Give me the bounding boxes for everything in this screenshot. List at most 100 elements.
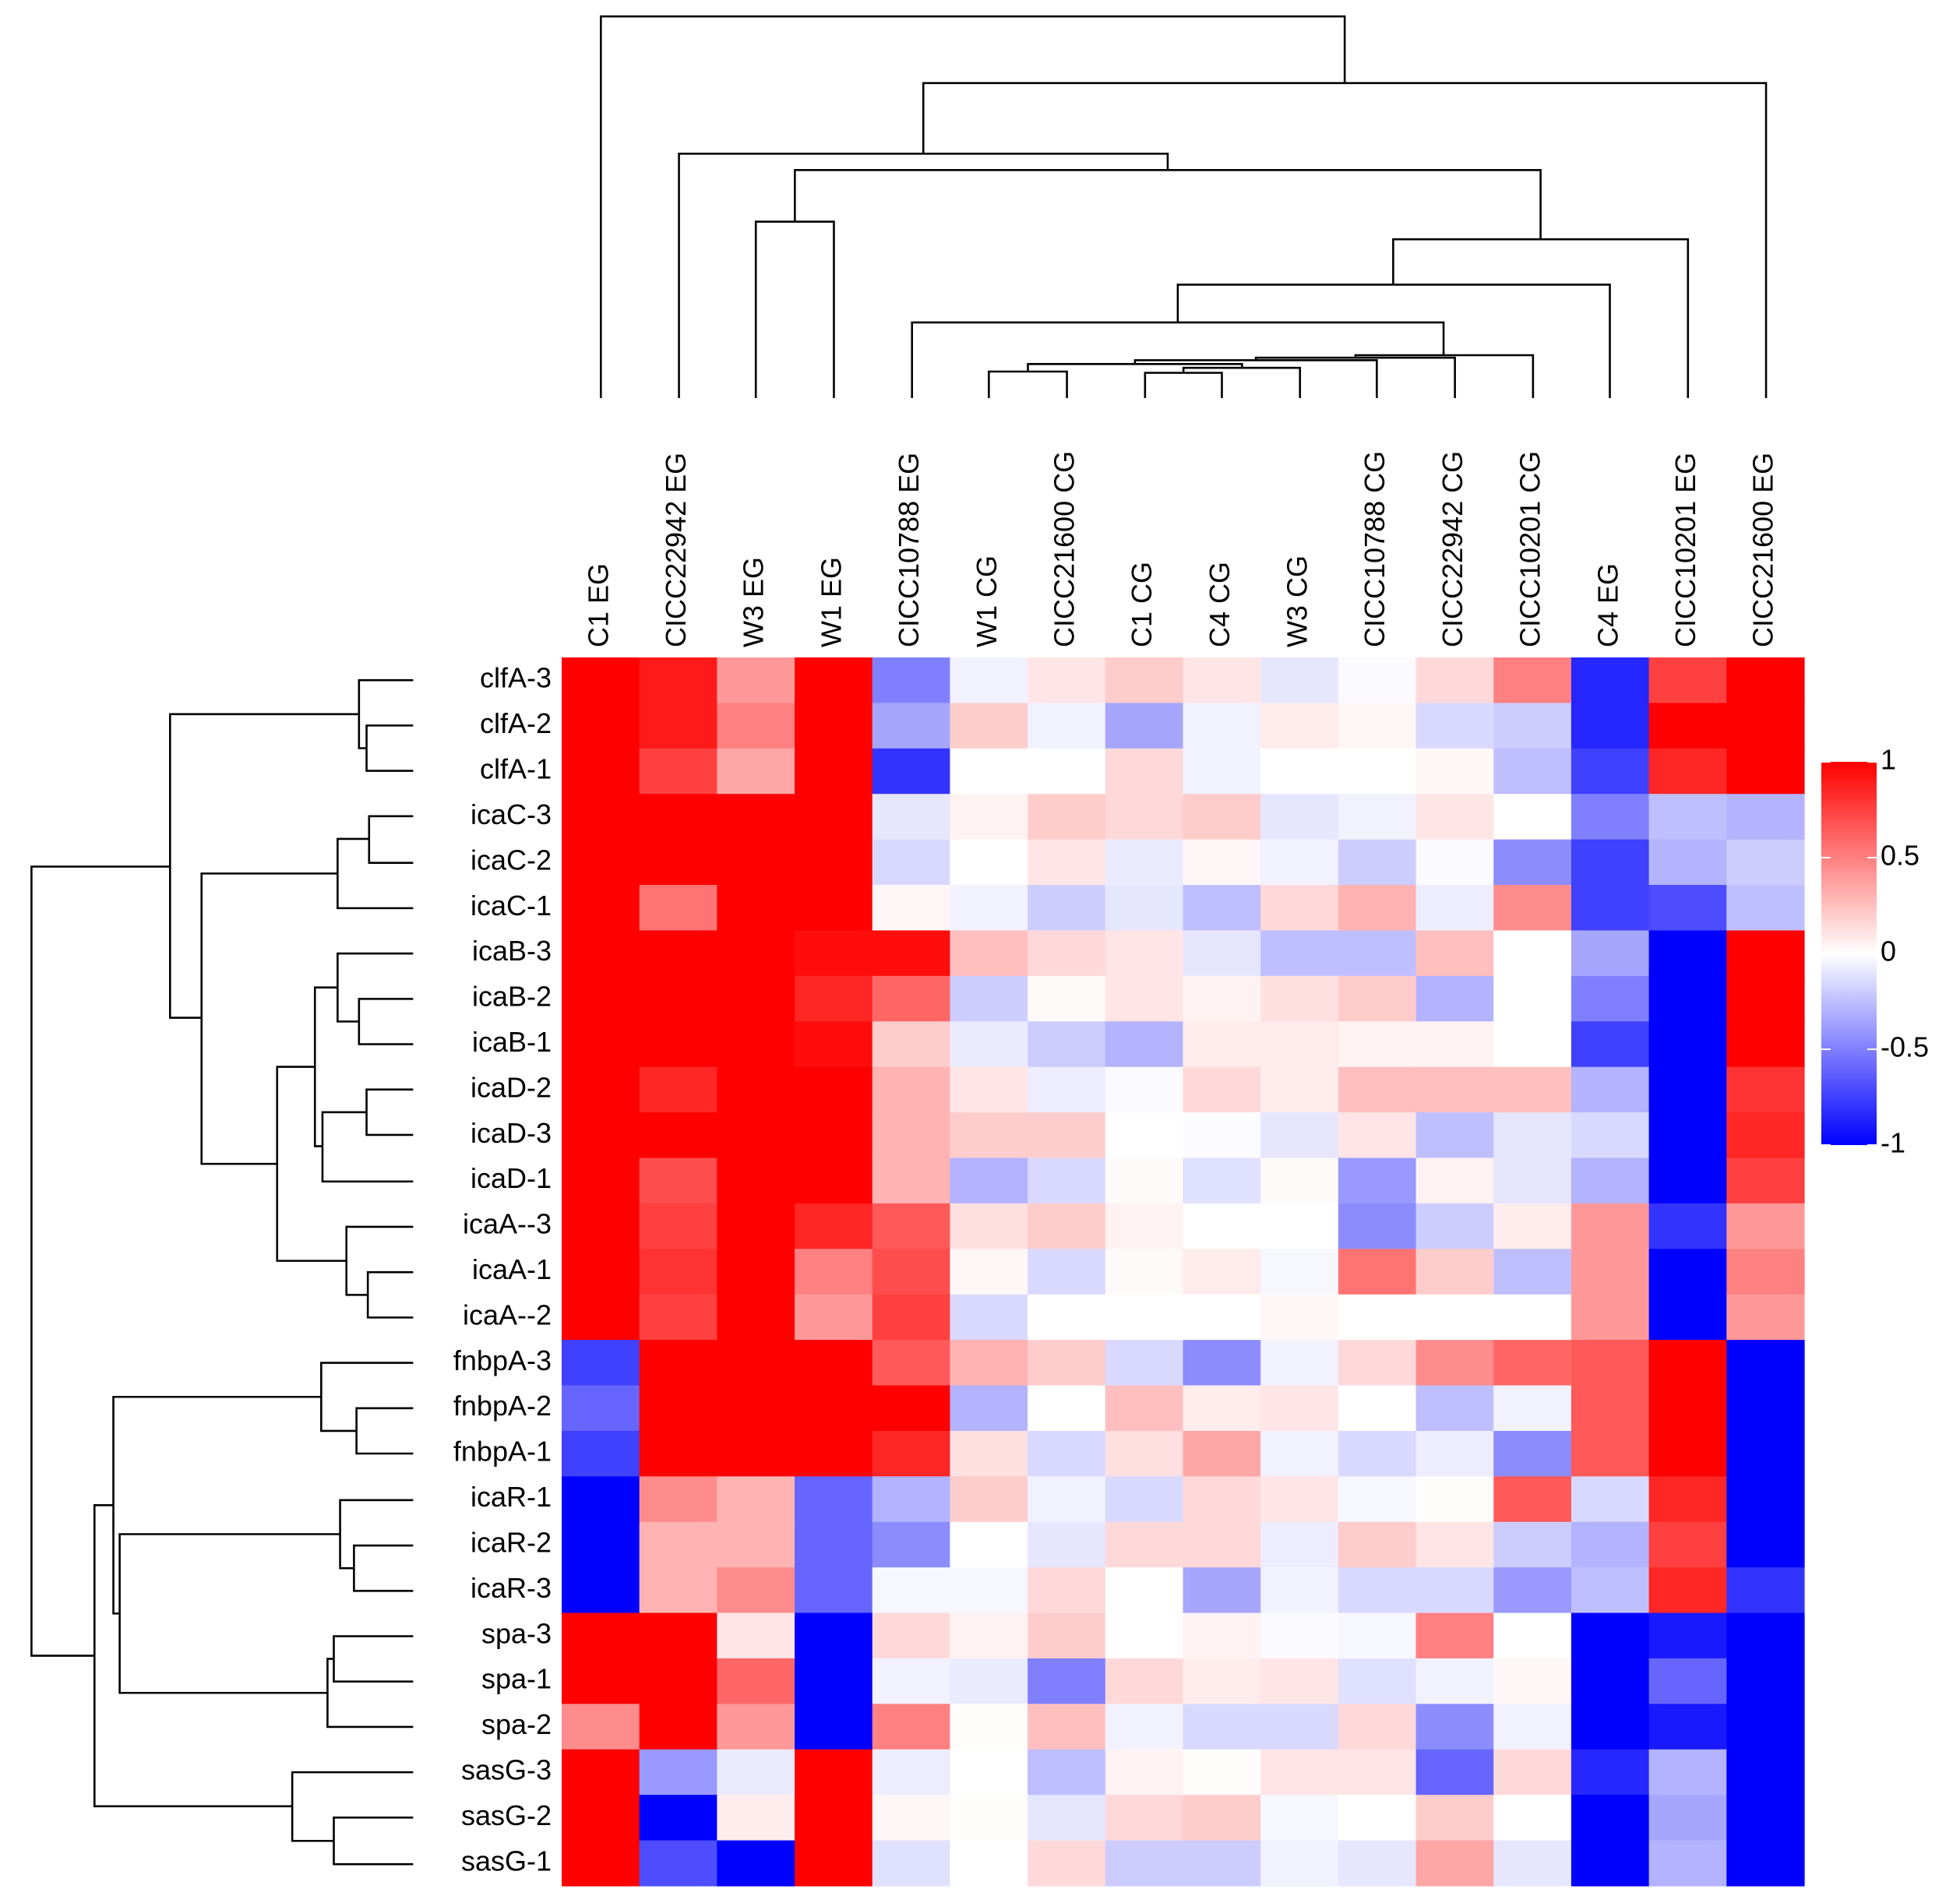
heatmap-cell xyxy=(639,1476,717,1523)
heatmap-cell xyxy=(950,1340,1028,1387)
heatmap-cell xyxy=(562,1567,640,1614)
heatmap-cell xyxy=(1338,794,1417,840)
heatmap-cell xyxy=(795,657,873,704)
heatmap-cell xyxy=(872,1795,951,1841)
heatmap-cell xyxy=(1105,1203,1184,1249)
heatmap-cell xyxy=(1105,1294,1184,1341)
heatmap-cell xyxy=(795,1749,873,1796)
heatmap-cell xyxy=(1570,748,1650,795)
heatmap-cell xyxy=(717,657,795,704)
heatmap-cell xyxy=(795,1249,873,1295)
heatmap-cell xyxy=(1493,930,1572,977)
heatmap-cell xyxy=(795,1795,873,1841)
heatmap-cell xyxy=(639,1340,717,1387)
heatmap-cell xyxy=(1105,1567,1184,1614)
heatmap-cell xyxy=(1493,885,1572,932)
column-label: W3 EG xyxy=(738,557,770,647)
heatmap-cell xyxy=(639,1249,717,1295)
row-label: spa-3 xyxy=(481,1617,552,1649)
heatmap-cell xyxy=(950,1294,1028,1341)
heatmap-cell xyxy=(717,1385,795,1432)
heatmap-cell xyxy=(1415,657,1494,704)
heatmap-cell xyxy=(1726,885,1805,932)
heatmap-cell xyxy=(1028,1021,1106,1068)
heatmap-cell xyxy=(1648,1430,1727,1477)
heatmap-cell xyxy=(1493,657,1572,704)
heatmap-cell xyxy=(872,1340,951,1387)
heatmap-cell xyxy=(795,1294,873,1341)
heatmap-cell xyxy=(562,1385,640,1432)
heatmap-cell xyxy=(1338,930,1417,977)
heatmap-cell xyxy=(872,839,951,886)
heatmap-cell xyxy=(1338,1704,1417,1750)
heatmap-cell xyxy=(1028,1294,1106,1341)
heatmap-cell xyxy=(639,748,717,795)
heatmap-cell xyxy=(1570,1294,1650,1341)
column-label: C4 CG xyxy=(1204,562,1236,647)
heatmap-cell xyxy=(1105,748,1184,795)
heatmap-cell xyxy=(1415,930,1494,977)
dendrograms xyxy=(30,15,1768,1866)
heatmap-cell xyxy=(639,1840,717,1887)
heatmap-cell xyxy=(1105,1658,1184,1704)
row-label: clfA-2 xyxy=(480,707,552,739)
heatmap-cell xyxy=(1648,1521,1727,1568)
heatmap-cell xyxy=(950,657,1028,704)
heatmap-cell xyxy=(1105,1112,1184,1159)
heatmap-cell xyxy=(872,1430,951,1477)
heatmap-cell xyxy=(1105,1340,1184,1387)
column-label: CICC21600 CG xyxy=(1048,451,1080,647)
heatmap-cell xyxy=(1028,1158,1106,1204)
heatmap-cell xyxy=(1260,1430,1339,1477)
heatmap-cell xyxy=(562,1112,640,1159)
heatmap-cell xyxy=(1183,1021,1261,1068)
heatmap-cell xyxy=(717,1476,795,1523)
heatmap-cell xyxy=(717,1021,795,1068)
heatmap-cell xyxy=(562,703,640,749)
heatmap-cell xyxy=(1260,1066,1339,1113)
column-label: CICC10201 EG xyxy=(1669,453,1701,647)
heatmap-cell xyxy=(1493,1658,1572,1704)
heatmap-cell xyxy=(1183,1158,1261,1204)
heatmap-cell xyxy=(1183,1385,1261,1432)
heatmap-cell xyxy=(562,1203,640,1249)
heatmap-cell xyxy=(1570,1840,1650,1887)
heatmap-cell xyxy=(1648,1158,1727,1204)
heatmap-cell xyxy=(1183,1249,1261,1295)
heatmap-cell xyxy=(795,1840,873,1887)
heatmap-cell xyxy=(795,748,873,795)
heatmap-cell xyxy=(1338,1430,1417,1477)
heatmap-cell xyxy=(639,930,717,977)
heatmap-cell xyxy=(872,1521,951,1568)
heatmap-cell xyxy=(795,1704,873,1750)
heatmap-cell xyxy=(1105,703,1184,749)
heatmap-cell xyxy=(562,748,640,795)
heatmap-cell xyxy=(1105,794,1184,840)
heatmap-cell xyxy=(717,1521,795,1568)
heatmap-cell xyxy=(1570,1112,1650,1159)
heatmap-cell xyxy=(950,1521,1028,1568)
heatmap-cell xyxy=(1648,1749,1727,1796)
heatmap-cell xyxy=(1260,1612,1339,1659)
heatmap-cell xyxy=(1183,657,1261,704)
heatmap-cell xyxy=(1570,1430,1650,1477)
column-label: CICC21600 EG xyxy=(1747,453,1779,647)
heatmap-cell xyxy=(1183,1795,1261,1841)
column-label: CICC22942 EG xyxy=(660,453,692,647)
heatmap-cell xyxy=(872,794,951,840)
row-label: sasG-1 xyxy=(461,1845,552,1877)
heatmap-cell xyxy=(1183,703,1261,749)
heatmap-cell xyxy=(1648,1340,1727,1387)
heatmap-cell xyxy=(1726,1066,1805,1113)
heatmap-cell xyxy=(562,930,640,977)
heatmap-cell xyxy=(1493,1840,1572,1887)
heatmap-cell xyxy=(1415,1612,1494,1659)
heatmap-cell xyxy=(1105,1476,1184,1523)
heatmap-cell xyxy=(1260,975,1339,1022)
heatmap-cell xyxy=(1415,1567,1494,1614)
row-label: icaD-3 xyxy=(471,1117,552,1149)
heatmap-cell xyxy=(1183,1476,1261,1523)
heatmap-cell xyxy=(562,1704,640,1750)
heatmap-cell xyxy=(1726,975,1805,1022)
heatmap-cell xyxy=(872,1158,951,1204)
